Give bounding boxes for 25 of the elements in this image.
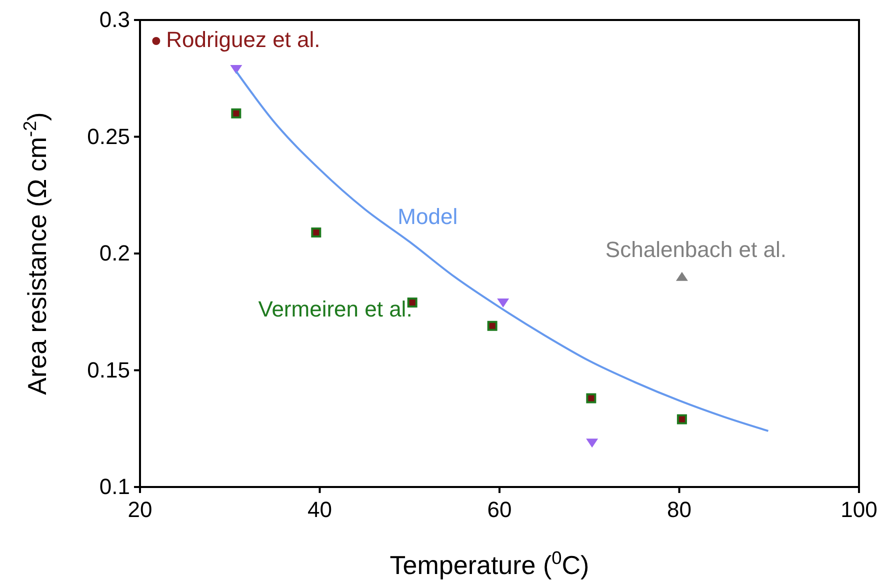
x-tick-label: 100: [840, 497, 878, 522]
x-axis-title: Temperature ($^{0}$C): [390, 548, 590, 580]
series-label: Rodriguez et al.: [166, 27, 320, 52]
y-tick-label: 0.25: [87, 124, 130, 149]
point: [586, 393, 596, 404]
x-tick-label: 80: [667, 497, 692, 522]
point: [230, 65, 242, 74]
point: [497, 298, 510, 308]
y-tick-label: 0.3: [99, 7, 130, 32]
point: [311, 227, 322, 238]
series-label: Vermeiren et al.: [258, 296, 412, 322]
point: [676, 272, 688, 281]
series-label: Schalenbach et al.: [605, 236, 786, 262]
point: [152, 37, 160, 46]
point: [676, 414, 687, 424]
y-tick-label: 0.15: [87, 357, 130, 382]
x-tick-label: 40: [308, 497, 332, 522]
x-tick-label: 60: [487, 497, 512, 522]
point: [586, 438, 598, 448]
series-label: Model: [398, 204, 458, 229]
y-tick-label: 0.2: [99, 240, 130, 266]
point: [231, 108, 242, 118]
x-tick-label: 20: [128, 497, 152, 522]
point: [487, 320, 498, 331]
y-tick-label: 0.1: [99, 474, 130, 499]
